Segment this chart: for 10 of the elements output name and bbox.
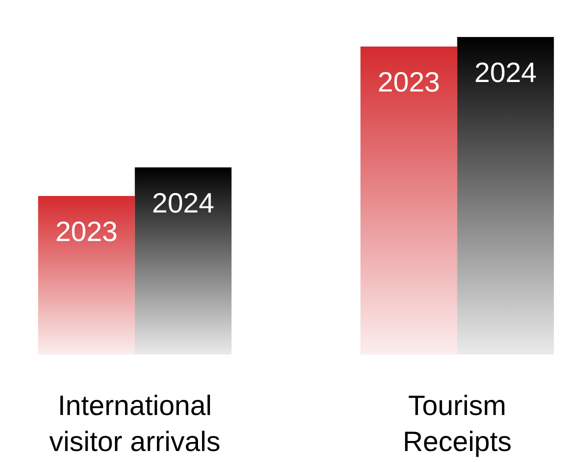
text: 2024 xyxy=(152,187,214,218)
bar xyxy=(38,196,135,355)
text: 2023 xyxy=(378,66,440,98)
series-label: 2024 xyxy=(474,57,537,88)
series-label: 2023 xyxy=(55,216,118,247)
bar xyxy=(134,167,232,355)
x-tick-label: International visitor arrivals xyxy=(49,390,220,457)
x-tick-label: Tourism Receipts xyxy=(402,390,512,457)
bar xyxy=(360,46,458,355)
bar xyxy=(457,37,554,355)
